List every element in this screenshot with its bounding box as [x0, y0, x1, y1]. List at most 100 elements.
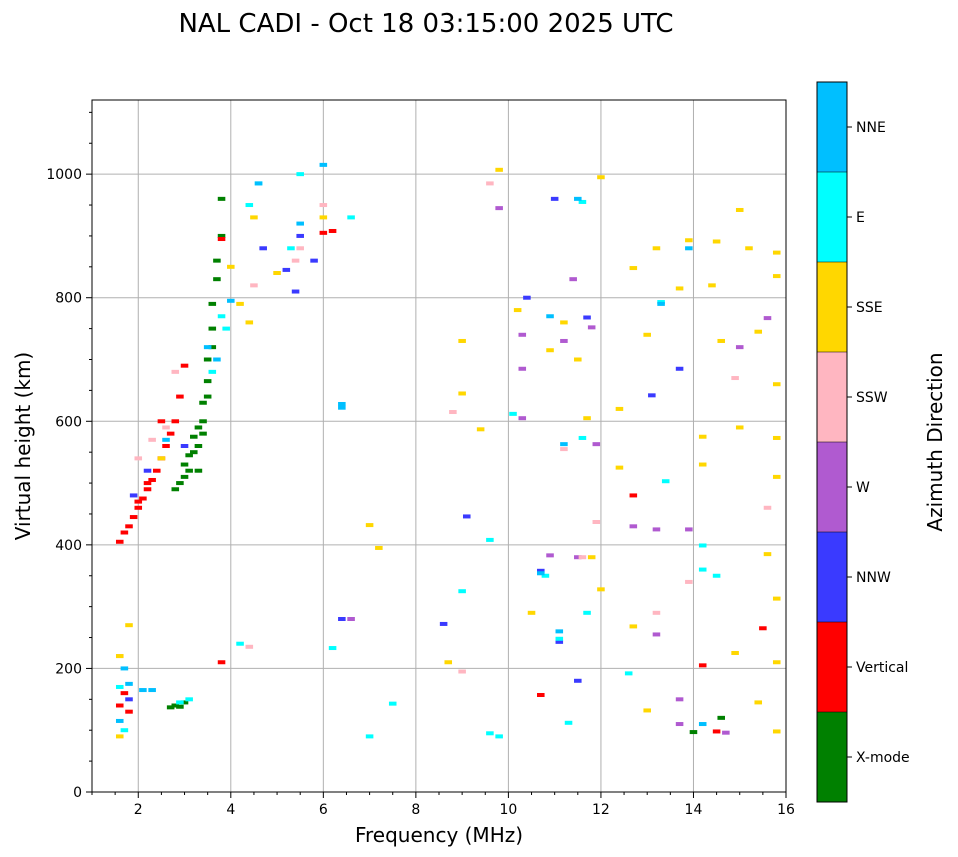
data-point-vertical [217, 237, 226, 242]
data-point-vertical [152, 468, 161, 473]
data-point-x-mode [213, 258, 221, 263]
data-point-sse [717, 338, 726, 343]
data-point-vertical [712, 729, 721, 734]
data-point-x-mode [190, 450, 198, 455]
x-tick-label: 2 [134, 802, 143, 818]
data-point-sse [772, 660, 781, 665]
data-point-sse [273, 271, 281, 275]
data-point-ssw [731, 376, 739, 381]
data-point-ssw [652, 610, 661, 615]
data-point-nnw [129, 493, 138, 498]
data-point-vertical [134, 505, 143, 510]
data-point-sse [615, 406, 624, 411]
data-point-e [495, 734, 503, 739]
data-point-sse [763, 552, 772, 557]
data-point-x-mode [199, 400, 207, 405]
data-point-e [115, 684, 124, 689]
data-point-x-mode [194, 468, 203, 473]
y-tick-label: 0 [73, 785, 82, 801]
data-point-ssw [148, 437, 156, 442]
data-point-x-mode [190, 434, 198, 439]
data-point-nnw [338, 617, 346, 621]
data-point-x-mode [199, 419, 207, 424]
data-point-x-mode [717, 715, 726, 720]
data-point-vertical [125, 524, 133, 529]
data-point-e [458, 589, 466, 594]
data-point-sse [772, 474, 781, 479]
data-point-nne [254, 181, 263, 186]
data-point-nne [148, 688, 156, 693]
data-point-nnw [291, 289, 300, 294]
data-point-vertical [115, 703, 124, 708]
data-point-x-mode [217, 233, 226, 238]
data-point-sse [574, 357, 582, 362]
data-point-e [120, 728, 129, 733]
data-point-e [583, 610, 591, 615]
data-point-vertical [115, 539, 124, 544]
data-point-sse [587, 555, 596, 560]
data-point-nnw [462, 514, 471, 519]
colorbar: X-mode Vertical NNW W SSW SSE E NNE [816, 81, 910, 803]
data-point-nne [319, 162, 328, 167]
data-point-nne [115, 718, 124, 723]
data-point-w [574, 555, 582, 560]
colorbar-label-ssw: SSW [856, 390, 888, 406]
data-point-sse [735, 207, 744, 212]
data-point-nnw [523, 295, 531, 300]
data-point-w [675, 722, 684, 727]
data-point-x-mode [213, 277, 221, 282]
data-point-w [495, 206, 503, 211]
data-point-e [185, 697, 193, 702]
data-point-nne [657, 301, 665, 306]
data-point-sse [772, 729, 781, 734]
data-point-e [486, 537, 494, 542]
data-point-x-mode [208, 345, 217, 350]
data-point-x-mode [185, 453, 193, 458]
data-point-w [592, 442, 601, 447]
data-point-sse [527, 610, 536, 615]
data-point-sse [675, 286, 684, 291]
colorbar-swatch-nnw [817, 532, 847, 622]
data-point-nnw [143, 468, 152, 473]
data-point-sse [513, 308, 522, 313]
colorbar-swatch-w [817, 442, 847, 532]
x-axis-label: Frequency (MHz) [355, 823, 523, 847]
data-point-sse [583, 416, 591, 421]
x-tick-label: 12 [592, 802, 610, 818]
data-point-vertical [134, 499, 143, 504]
data-point-sse [698, 434, 707, 439]
data-point-sse [458, 391, 466, 396]
data-point-sse [745, 246, 753, 251]
data-point-ssw [763, 505, 772, 510]
data-point-x-mode [180, 462, 189, 467]
data-point-sse [245, 320, 254, 325]
data-point-nne [213, 357, 221, 362]
colorbar-label-e: E [856, 210, 865, 226]
data-point-e [555, 636, 564, 641]
data-point-nne [125, 681, 133, 686]
data-point-e [578, 435, 587, 440]
data-point-x-mode [194, 425, 203, 430]
data-point-vertical [162, 444, 170, 448]
data-point-w [518, 332, 527, 337]
data-point-sse [772, 596, 781, 601]
data-point-e [287, 246, 295, 251]
data-point-x-mode [176, 481, 184, 486]
data-point-nnw [310, 258, 318, 263]
data-point-e [222, 326, 230, 331]
colorbar-swatch-x-mode [817, 712, 847, 802]
data-point-sse [546, 348, 554, 353]
data-point-vertical [176, 394, 184, 399]
data-point-x-mode [180, 474, 189, 479]
data-point-vertical [180, 363, 189, 368]
data-point-nne [698, 722, 707, 727]
data-point-nnw [675, 366, 684, 371]
data-point-sse [629, 266, 638, 271]
data-point-sse [115, 734, 124, 739]
data-point-ssw [560, 447, 568, 452]
data-point-sse [365, 523, 374, 528]
data-point-ssw [592, 519, 601, 524]
data-point-e [712, 573, 721, 578]
data-point-e [698, 543, 707, 548]
data-point-sse [495, 167, 503, 172]
